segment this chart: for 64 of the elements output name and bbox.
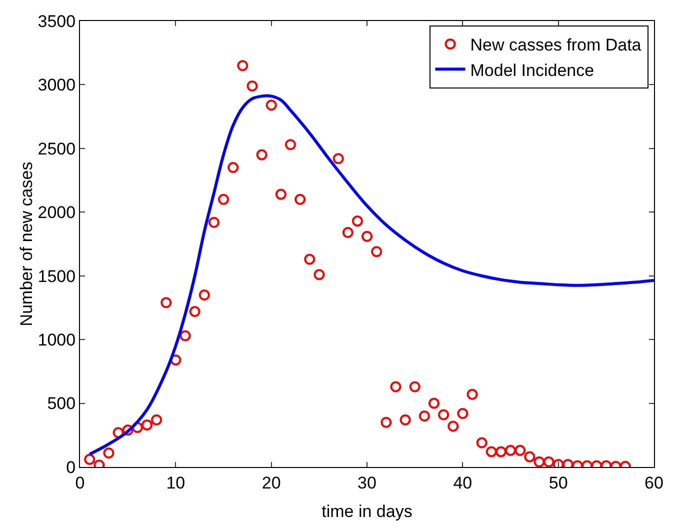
point xyxy=(466,388,478,400)
point xyxy=(112,427,124,438)
point xyxy=(304,254,316,265)
point xyxy=(284,139,296,150)
point xyxy=(390,381,402,392)
point xyxy=(505,444,516,456)
y-tick-label: 3000 xyxy=(38,76,76,95)
point xyxy=(514,444,526,456)
point xyxy=(418,410,430,422)
point xyxy=(198,289,210,300)
point xyxy=(495,446,506,458)
point xyxy=(342,227,354,238)
x-tick-label: 30 xyxy=(358,473,376,492)
point xyxy=(362,230,372,242)
point xyxy=(294,194,306,205)
point xyxy=(160,297,172,308)
point xyxy=(524,451,536,462)
point xyxy=(438,409,450,420)
x-tick-label: 40 xyxy=(453,473,472,492)
x-tick-label: 60 xyxy=(644,473,664,492)
legend-label: New casses from Data xyxy=(470,36,642,55)
point xyxy=(332,153,344,164)
point xyxy=(409,381,420,392)
point xyxy=(103,447,114,458)
point xyxy=(266,100,277,111)
point xyxy=(448,420,459,432)
point xyxy=(457,408,468,419)
point xyxy=(486,446,497,458)
point xyxy=(122,424,134,436)
point xyxy=(218,194,229,205)
x-axis-title: time in days xyxy=(322,502,412,521)
y-tick-label: 3500 xyxy=(38,12,76,31)
x-tick-label: 10 xyxy=(166,473,186,492)
point xyxy=(141,419,152,430)
point xyxy=(476,437,488,448)
y-tick-label: 0 xyxy=(66,458,76,477)
point xyxy=(84,454,96,465)
point xyxy=(189,306,200,318)
point xyxy=(151,414,162,426)
point xyxy=(543,456,554,467)
point xyxy=(275,188,286,200)
x-tick-label: 50 xyxy=(548,473,568,492)
point xyxy=(428,398,440,409)
y-tick-label: 2000 xyxy=(38,203,76,222)
y-tick-label: 1000 xyxy=(38,330,76,350)
point xyxy=(170,354,182,366)
y-axis-title: Number of new cases xyxy=(16,162,36,326)
point xyxy=(534,456,545,467)
point xyxy=(352,216,363,227)
y-tick-label: 2500 xyxy=(38,139,76,158)
point xyxy=(371,246,382,258)
point xyxy=(380,416,392,428)
y-tick-label: 500 xyxy=(47,394,76,414)
point xyxy=(246,80,258,92)
point xyxy=(237,60,248,72)
point xyxy=(228,162,239,174)
legend-label: Model Incidence xyxy=(470,60,594,80)
point xyxy=(208,216,220,228)
point xyxy=(256,149,268,160)
x-tick-label: 20 xyxy=(262,473,281,492)
point xyxy=(314,269,325,280)
point xyxy=(180,330,191,342)
point xyxy=(400,414,411,426)
y-tick-label: 1500 xyxy=(38,266,76,286)
